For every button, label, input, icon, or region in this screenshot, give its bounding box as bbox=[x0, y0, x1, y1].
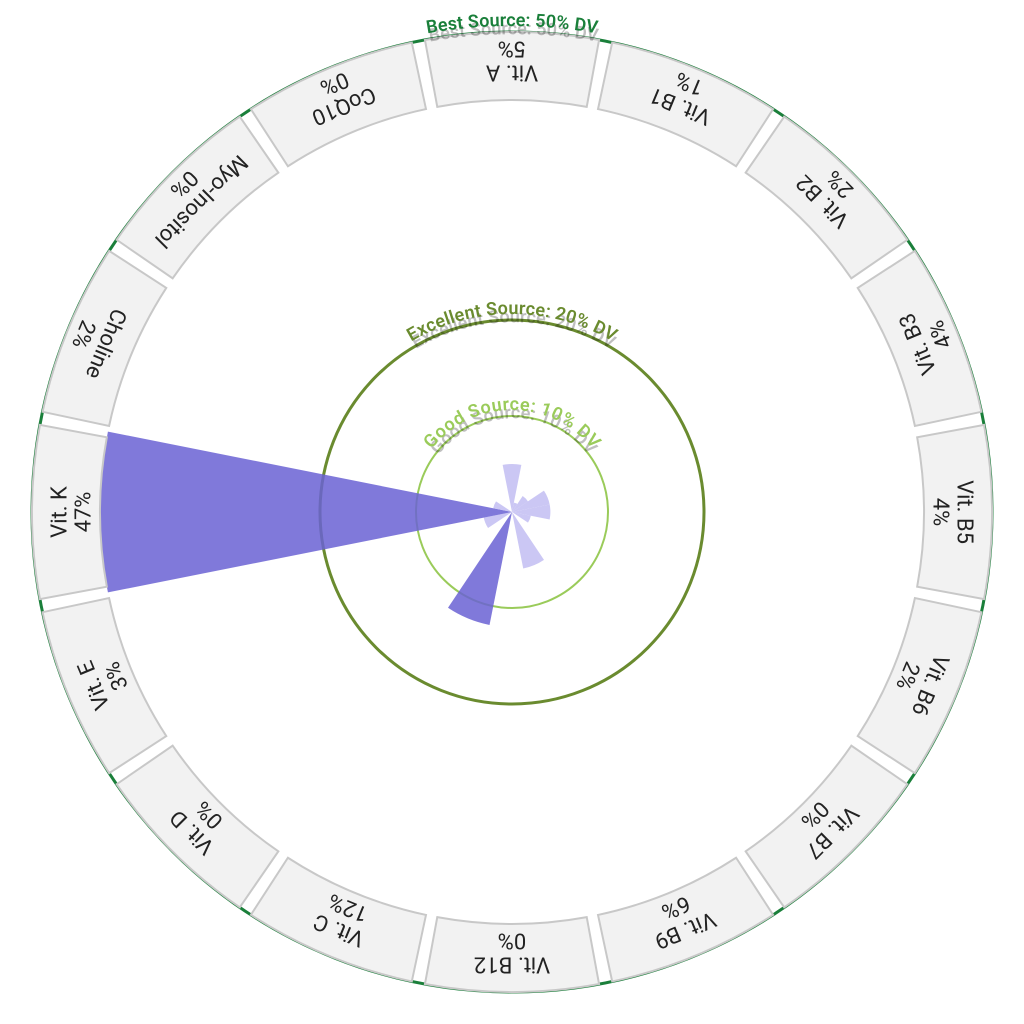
vitamin-polar-chart: Vit. A5%Vit. B11%Vit. B22%Vit. B34%Vit. … bbox=[0, 0, 1024, 1024]
segment-label: Vit. K47% bbox=[47, 486, 96, 538]
svg-text:Vit. K47%: Vit. K47% bbox=[47, 486, 96, 538]
value-wedges bbox=[100, 432, 550, 625]
wedge-vit-k bbox=[100, 432, 512, 593]
